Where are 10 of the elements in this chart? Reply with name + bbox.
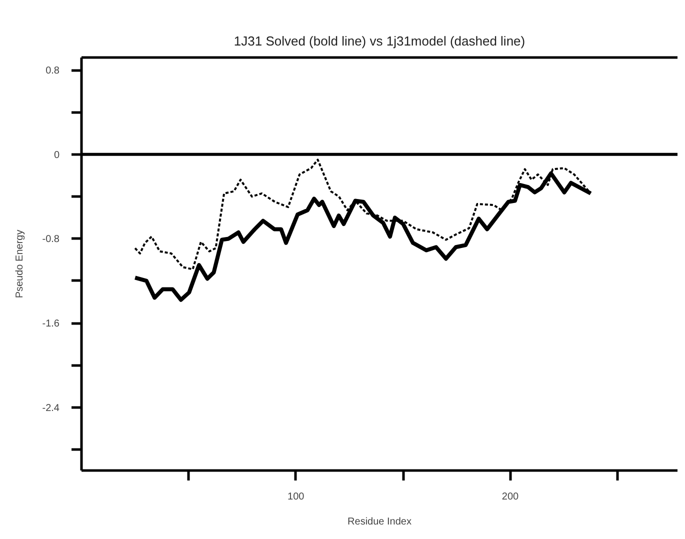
x-tick-label: 200 bbox=[502, 492, 520, 502]
y-tick-label: -1.6 bbox=[42, 318, 60, 330]
y-tick-label: 0 bbox=[54, 150, 60, 161]
y-axis-title: Pseudo Energy bbox=[14, 230, 26, 298]
x-axis-title: Residue Index bbox=[348, 516, 412, 528]
y-tick-label: -0.8 bbox=[42, 234, 60, 246]
y-tick-label: -2.4 bbox=[42, 402, 60, 414]
x-tick-label: 100 bbox=[288, 492, 305, 502]
y-tick-label: 0.8 bbox=[46, 66, 60, 77]
chart-title: 1J31 Solved (bold line) vs 1j31model (dashed line) bbox=[234, 34, 526, 48]
